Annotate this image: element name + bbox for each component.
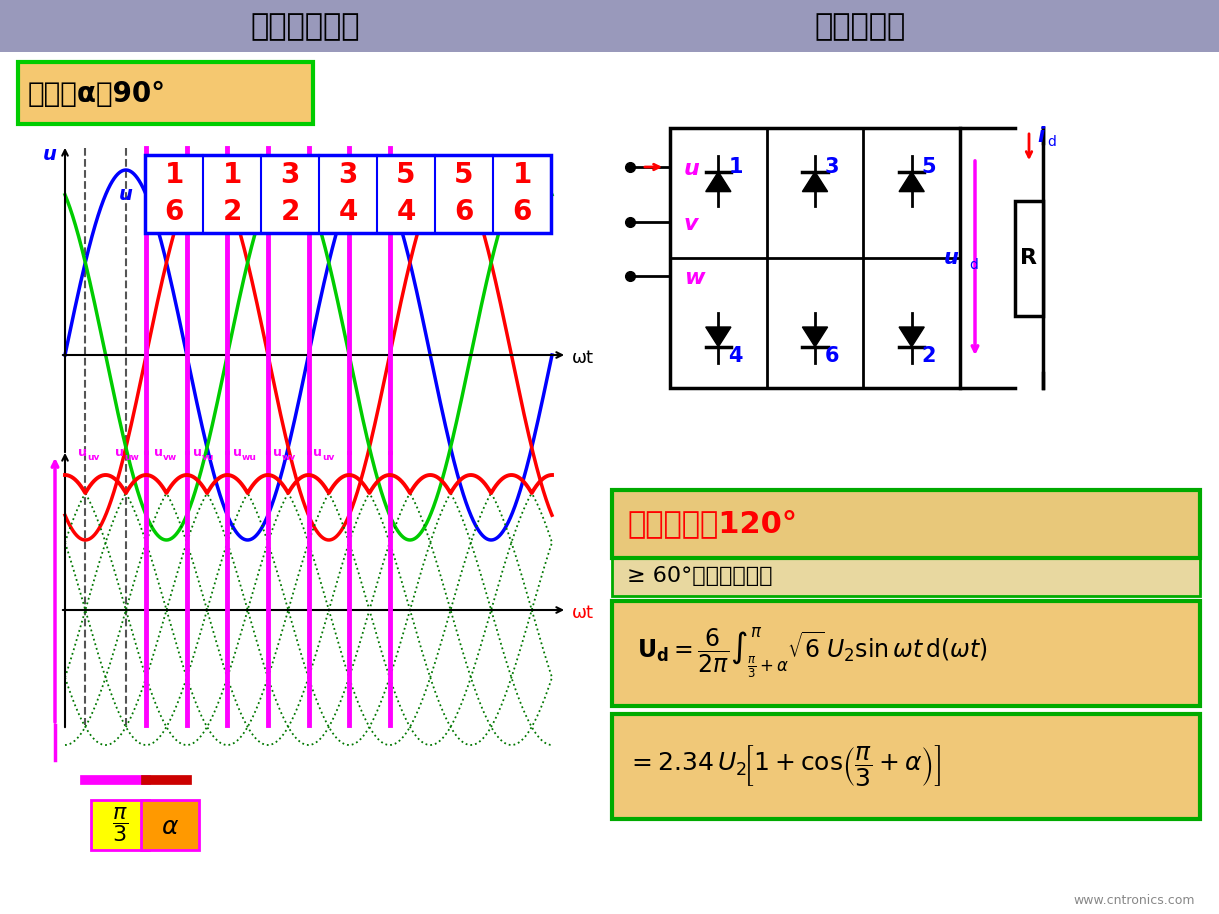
Text: ωt: ωt bbox=[572, 349, 594, 367]
Text: vu: vu bbox=[202, 452, 215, 462]
Text: d: d bbox=[1047, 135, 1056, 149]
Text: 1: 1 bbox=[165, 161, 184, 189]
Text: 控制角α＝90°: 控制角α＝90° bbox=[28, 80, 166, 108]
Text: v: v bbox=[684, 214, 698, 234]
Bar bbox=[145, 155, 551, 233]
Text: ≥ 60°时，电流断续: ≥ 60°时，电流断续 bbox=[627, 566, 773, 586]
Text: 6: 6 bbox=[825, 346, 840, 366]
Text: uw: uw bbox=[124, 452, 139, 462]
Text: 5: 5 bbox=[455, 161, 474, 189]
Bar bbox=[612, 556, 1199, 596]
Text: R: R bbox=[1020, 248, 1037, 268]
Bar bbox=[612, 714, 1199, 819]
Text: 6: 6 bbox=[512, 198, 531, 226]
Text: uv: uv bbox=[322, 452, 334, 462]
Text: wv: wv bbox=[282, 452, 296, 462]
Text: 6: 6 bbox=[165, 198, 184, 226]
Text: u: u bbox=[312, 447, 322, 460]
Text: 4: 4 bbox=[728, 346, 742, 366]
Text: 电阵性负载: 电阵性负载 bbox=[814, 13, 906, 41]
Text: i: i bbox=[1037, 126, 1045, 146]
Text: $= 2.34\,U_2\!\left[1+\cos\!\left(\dfrac{\pi}{3}+\alpha\right)\right]$: $= 2.34\,U_2\!\left[1+\cos\!\left(\dfrac… bbox=[627, 743, 941, 789]
Bar bbox=[612, 490, 1199, 558]
Text: 1: 1 bbox=[728, 156, 742, 176]
Text: u: u bbox=[78, 447, 87, 460]
Text: w: w bbox=[684, 268, 705, 288]
Text: 3: 3 bbox=[339, 161, 357, 189]
Text: 4: 4 bbox=[396, 198, 416, 226]
Text: u: u bbox=[193, 447, 201, 460]
Text: 5: 5 bbox=[922, 156, 936, 176]
Bar bbox=[0, 0, 1219, 52]
Text: 3: 3 bbox=[825, 156, 840, 176]
Text: 2: 2 bbox=[222, 198, 241, 226]
Text: vw: vw bbox=[163, 452, 177, 462]
Text: u: u bbox=[945, 248, 959, 268]
Text: u: u bbox=[43, 145, 57, 165]
Text: $\mathbf{U}_\mathbf{d} = \dfrac{6}{2\pi}\int_{\frac{\pi}{3}+\alpha}^{\pi}\sqrt{6: $\mathbf{U}_\mathbf{d} = \dfrac{6}{2\pi}… bbox=[638, 625, 987, 680]
Bar bbox=[670, 128, 961, 388]
Text: wu: wu bbox=[243, 452, 257, 462]
Bar bbox=[141, 800, 200, 850]
Text: 2: 2 bbox=[280, 198, 300, 226]
Text: 2: 2 bbox=[922, 346, 936, 366]
Text: $\dfrac{\pi}{3}$: $\dfrac{\pi}{3}$ bbox=[112, 805, 128, 845]
Bar bbox=[1015, 200, 1043, 315]
Polygon shape bbox=[802, 327, 828, 346]
Polygon shape bbox=[802, 172, 828, 192]
Text: 三相桥式全控: 三相桥式全控 bbox=[250, 13, 360, 41]
Polygon shape bbox=[706, 172, 731, 192]
Text: 1: 1 bbox=[512, 161, 531, 189]
Text: 5: 5 bbox=[396, 161, 416, 189]
Text: ωt: ωt bbox=[572, 604, 594, 622]
Text: u: u bbox=[154, 447, 162, 460]
Text: 6: 6 bbox=[455, 198, 474, 226]
Polygon shape bbox=[900, 172, 924, 192]
Bar bbox=[90, 800, 149, 850]
Text: u: u bbox=[684, 159, 700, 179]
Text: 4: 4 bbox=[339, 198, 357, 226]
Text: 1: 1 bbox=[222, 161, 241, 189]
Polygon shape bbox=[706, 327, 731, 346]
Text: 3: 3 bbox=[280, 161, 300, 189]
Text: u: u bbox=[115, 447, 123, 460]
Text: uv: uv bbox=[87, 452, 100, 462]
Text: u: u bbox=[233, 447, 241, 460]
Text: u: u bbox=[119, 186, 133, 205]
Text: 移相范围为120°: 移相范围为120° bbox=[627, 509, 797, 538]
Text: www.cntronics.com: www.cntronics.com bbox=[1074, 894, 1195, 907]
Text: u: u bbox=[273, 447, 282, 460]
Text: d: d bbox=[969, 258, 978, 272]
Text: $\alpha$: $\alpha$ bbox=[161, 815, 179, 839]
Bar bbox=[18, 62, 313, 124]
Polygon shape bbox=[900, 327, 924, 346]
Bar bbox=[612, 601, 1199, 706]
